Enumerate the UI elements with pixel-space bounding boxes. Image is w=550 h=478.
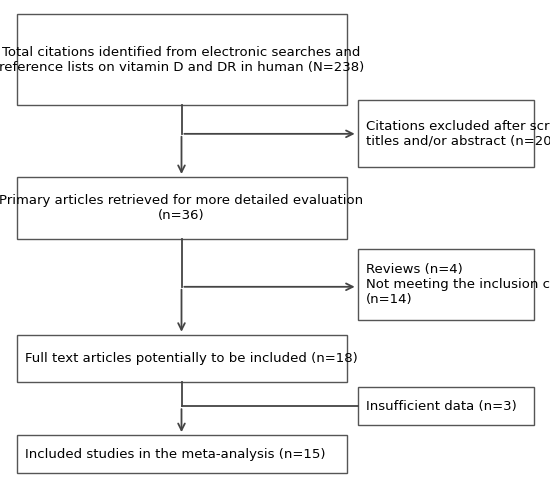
Text: Citations excluded after screening
titles and/or abstract (n=202): Citations excluded after screening title… — [366, 120, 550, 148]
Text: Full text articles potentially to be included (n=18): Full text articles potentially to be inc… — [25, 352, 358, 365]
Text: Insufficient data (n=3): Insufficient data (n=3) — [366, 400, 516, 413]
FancyBboxPatch shape — [358, 387, 534, 425]
FancyBboxPatch shape — [358, 249, 534, 320]
Text: Included studies in the meta-analysis (n=15): Included studies in the meta-analysis (n… — [25, 447, 325, 461]
FancyBboxPatch shape — [16, 177, 346, 239]
FancyBboxPatch shape — [16, 435, 346, 473]
Text: Primary articles retrieved for more detailed evaluation
(n=36): Primary articles retrieved for more deta… — [0, 194, 364, 222]
FancyBboxPatch shape — [16, 335, 346, 382]
FancyBboxPatch shape — [358, 100, 534, 167]
Text: Reviews (n=4)
Not meeting the inclusion criteria
(n=14): Reviews (n=4) Not meeting the inclusion … — [366, 263, 550, 306]
FancyBboxPatch shape — [16, 14, 346, 105]
Text: Total citations identified from electronic searches and
reference lists on vitam: Total citations identified from electron… — [0, 46, 364, 74]
